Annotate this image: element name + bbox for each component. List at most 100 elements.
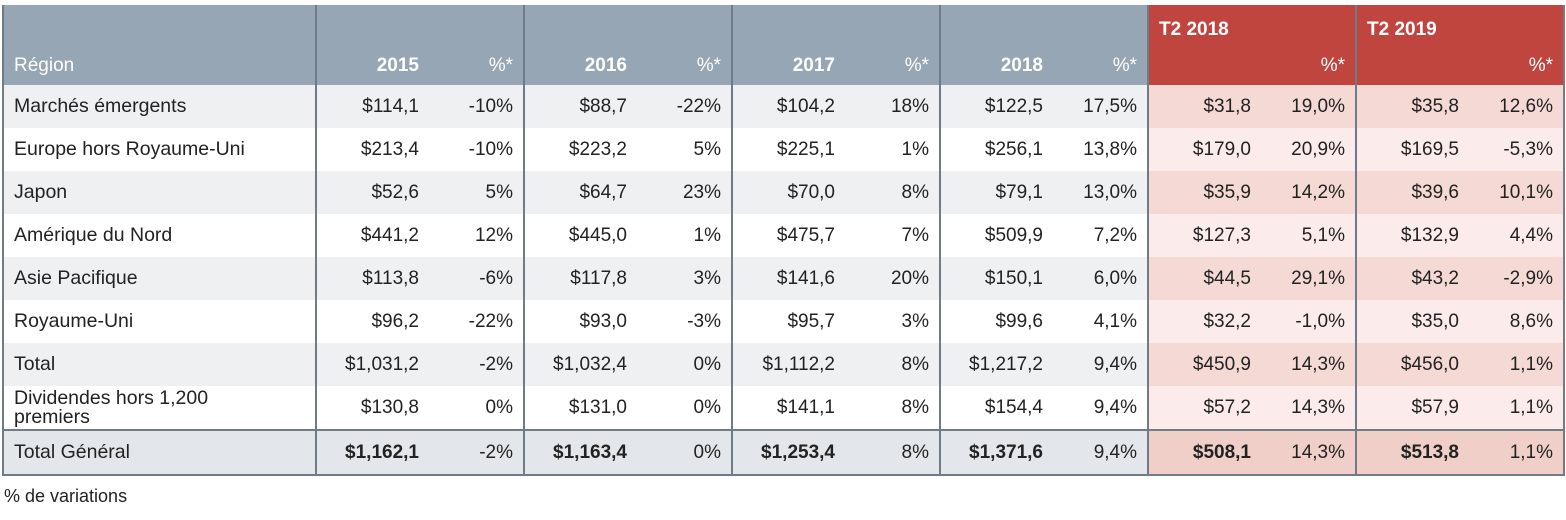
table-row: Dividendes hors 1,200 premiers $130,8 0% $1… (2, 386, 1565, 430)
value-cell-2017: $70,0 (731, 171, 845, 214)
table-body: Marchés émergents $114,1 -10% $88,7 -22% $104… (2, 85, 1565, 476)
pct-cell-2017: 20% (845, 257, 940, 300)
pct-cell-q2019: -2,9% (1469, 257, 1565, 300)
region-cell: Japon (2, 171, 316, 214)
dividends-table: Région 2015 %* 2016 %* 2017 %* 2018 %* T… (2, 5, 1565, 476)
value-cell-2017: $95,7 (731, 300, 845, 343)
value-cell-2015: $441,2 (315, 214, 429, 257)
pct-cell-2017: 8% (845, 171, 940, 214)
grand-total-row: Total Général $1,162,1 -2% $1,163,4 0% $1,253… (2, 429, 1565, 476)
pct-2018-header: %* (1053, 5, 1148, 85)
pct-cell-2015: 5% (429, 171, 524, 214)
value-cell-q2018: $127,3 (1147, 214, 1261, 257)
region-cell: Royaume-Uni (2, 300, 316, 343)
pct-2015-header: %* (429, 5, 524, 85)
value-cell-q2019: $35,0 (1355, 300, 1469, 343)
pct-cell-q2018: 20,9% (1261, 128, 1356, 171)
value-cell-q2018: $508,1 (1147, 429, 1261, 476)
pct-cell-q2018: 5,1% (1261, 214, 1356, 257)
pct-cell-q2019: 4,4% (1469, 214, 1565, 257)
value-cell-q2019: $513,8 (1355, 429, 1469, 476)
value-cell-2017: $475,7 (731, 214, 845, 257)
value-cell-2015: $52,6 (315, 171, 429, 214)
pct-cell-2016: 0% (637, 343, 732, 386)
pct-cell-q2019: 1,1% (1469, 386, 1565, 430)
year-2015-header: 2015 (315, 5, 429, 85)
year-2016-header: 2016 (523, 5, 637, 85)
value-cell-2016: $64,7 (523, 171, 637, 214)
region-cell: Marchés émergents (2, 85, 316, 128)
value-cell-2015: $114,1 (315, 85, 429, 128)
pct-cell-2016: 5% (637, 128, 732, 171)
q2-2019-header: T2 2019 (1355, 5, 1469, 85)
value-cell-2015: $113,8 (315, 257, 429, 300)
pct-cell-q2018: 14,3% (1261, 429, 1356, 476)
pct-cell-2018: 4,1% (1053, 300, 1148, 343)
value-cell-2018: $99,6 (939, 300, 1053, 343)
value-cell-q2018: $450,9 (1147, 343, 1261, 386)
pct-cell-2018: 13,0% (1053, 171, 1148, 214)
pct-cell-2016: -22% (637, 85, 732, 128)
table-row: Royaume-Uni $96,2 -22% $93,0 -3% $95,7 3% $99,6… (2, 300, 1565, 343)
pct-cell-2017: 8% (845, 386, 940, 430)
value-cell-q2019: $57,9 (1355, 386, 1469, 430)
pct-cell-2015: -10% (429, 128, 524, 171)
value-cell-q2018: $32,2 (1147, 300, 1261, 343)
pct-cell-2015: -2% (429, 429, 524, 476)
pct-cell-2017: 18% (845, 85, 940, 128)
pct-cell-2015: -6% (429, 257, 524, 300)
pct-cell-2017: 3% (845, 300, 940, 343)
region-cell: Total Général (2, 429, 316, 476)
value-cell-2018: $122,5 (939, 85, 1053, 128)
pct-cell-2015: -10% (429, 85, 524, 128)
pct-cell-2015: -22% (429, 300, 524, 343)
pct-cell-q2018: 14,3% (1261, 386, 1356, 430)
table-row: Amérique du Nord $441,2 12% $445,0 1% $475,7 7… (2, 214, 1565, 257)
pct-q2-2019-header: %* (1469, 5, 1565, 85)
pct-cell-2018: 13,8% (1053, 128, 1148, 171)
pct-cell-q2018: 14,3% (1261, 343, 1356, 386)
value-cell-2016: $93,0 (523, 300, 637, 343)
value-cell-q2018: $179,0 (1147, 128, 1261, 171)
pct-cell-2017: 1% (845, 128, 940, 171)
value-cell-q2019: $456,0 (1355, 343, 1469, 386)
pct-cell-2016: 0% (637, 429, 732, 476)
region-header: Région (2, 5, 316, 85)
pct-cell-2018: 7,2% (1053, 214, 1148, 257)
value-cell-q2019: $169,5 (1355, 128, 1469, 171)
pct-cell-q2018: -1,0% (1261, 300, 1356, 343)
pct-cell-2017: 8% (845, 429, 940, 476)
value-cell-q2018: $44,5 (1147, 257, 1261, 300)
value-cell-2018: $256,1 (939, 128, 1053, 171)
pct-cell-q2019: 10,1% (1469, 171, 1565, 214)
pct-cell-2018: 9,4% (1053, 429, 1148, 476)
value-cell-2015: $96,2 (315, 300, 429, 343)
pct-cell-q2018: 29,1% (1261, 257, 1356, 300)
pct-cell-2018: 9,4% (1053, 343, 1148, 386)
value-cell-q2019: $39,6 (1355, 171, 1469, 214)
value-cell-q2018: $31,8 (1147, 85, 1261, 128)
pct-2017-header: %* (845, 5, 940, 85)
value-cell-2015: $213,4 (315, 128, 429, 171)
pct-q2-2018-header: %* (1261, 5, 1356, 85)
value-cell-2017: $1,112,2 (731, 343, 845, 386)
pct-cell-q2019: 12,6% (1469, 85, 1565, 128)
value-cell-q2018: $35,9 (1147, 171, 1261, 214)
region-label: Dividendes hors 1,200 premiers (14, 386, 209, 428)
region-cell: Total (2, 343, 316, 386)
table-row: Japon $52,6 5% $64,7 23% $70,0 8% $79,1 13,0% $35… (2, 171, 1565, 214)
value-cell-2016: $88,7 (523, 85, 637, 128)
footnote: % de variations (4, 486, 128, 506)
value-cell-2018: $154,4 (939, 386, 1053, 430)
pct-cell-2018: 6,0% (1053, 257, 1148, 300)
pct-cell-2015: 12% (429, 214, 524, 257)
value-cell-q2018: $57,2 (1147, 386, 1261, 430)
pct-cell-2018: 9,4% (1053, 386, 1148, 430)
value-cell-2018: $1,371,6 (939, 429, 1053, 476)
value-cell-q2019: $132,9 (1355, 214, 1469, 257)
pct-cell-q2019: 8,6% (1469, 300, 1565, 343)
table-row: Asie Pacifique $113,8 -6% $117,8 3% $141,6 20%… (2, 257, 1565, 300)
value-cell-2015: $1,162,1 (315, 429, 429, 476)
pct-cell-q2019: 1,1% (1469, 343, 1565, 386)
value-cell-2017: $225,1 (731, 128, 845, 171)
